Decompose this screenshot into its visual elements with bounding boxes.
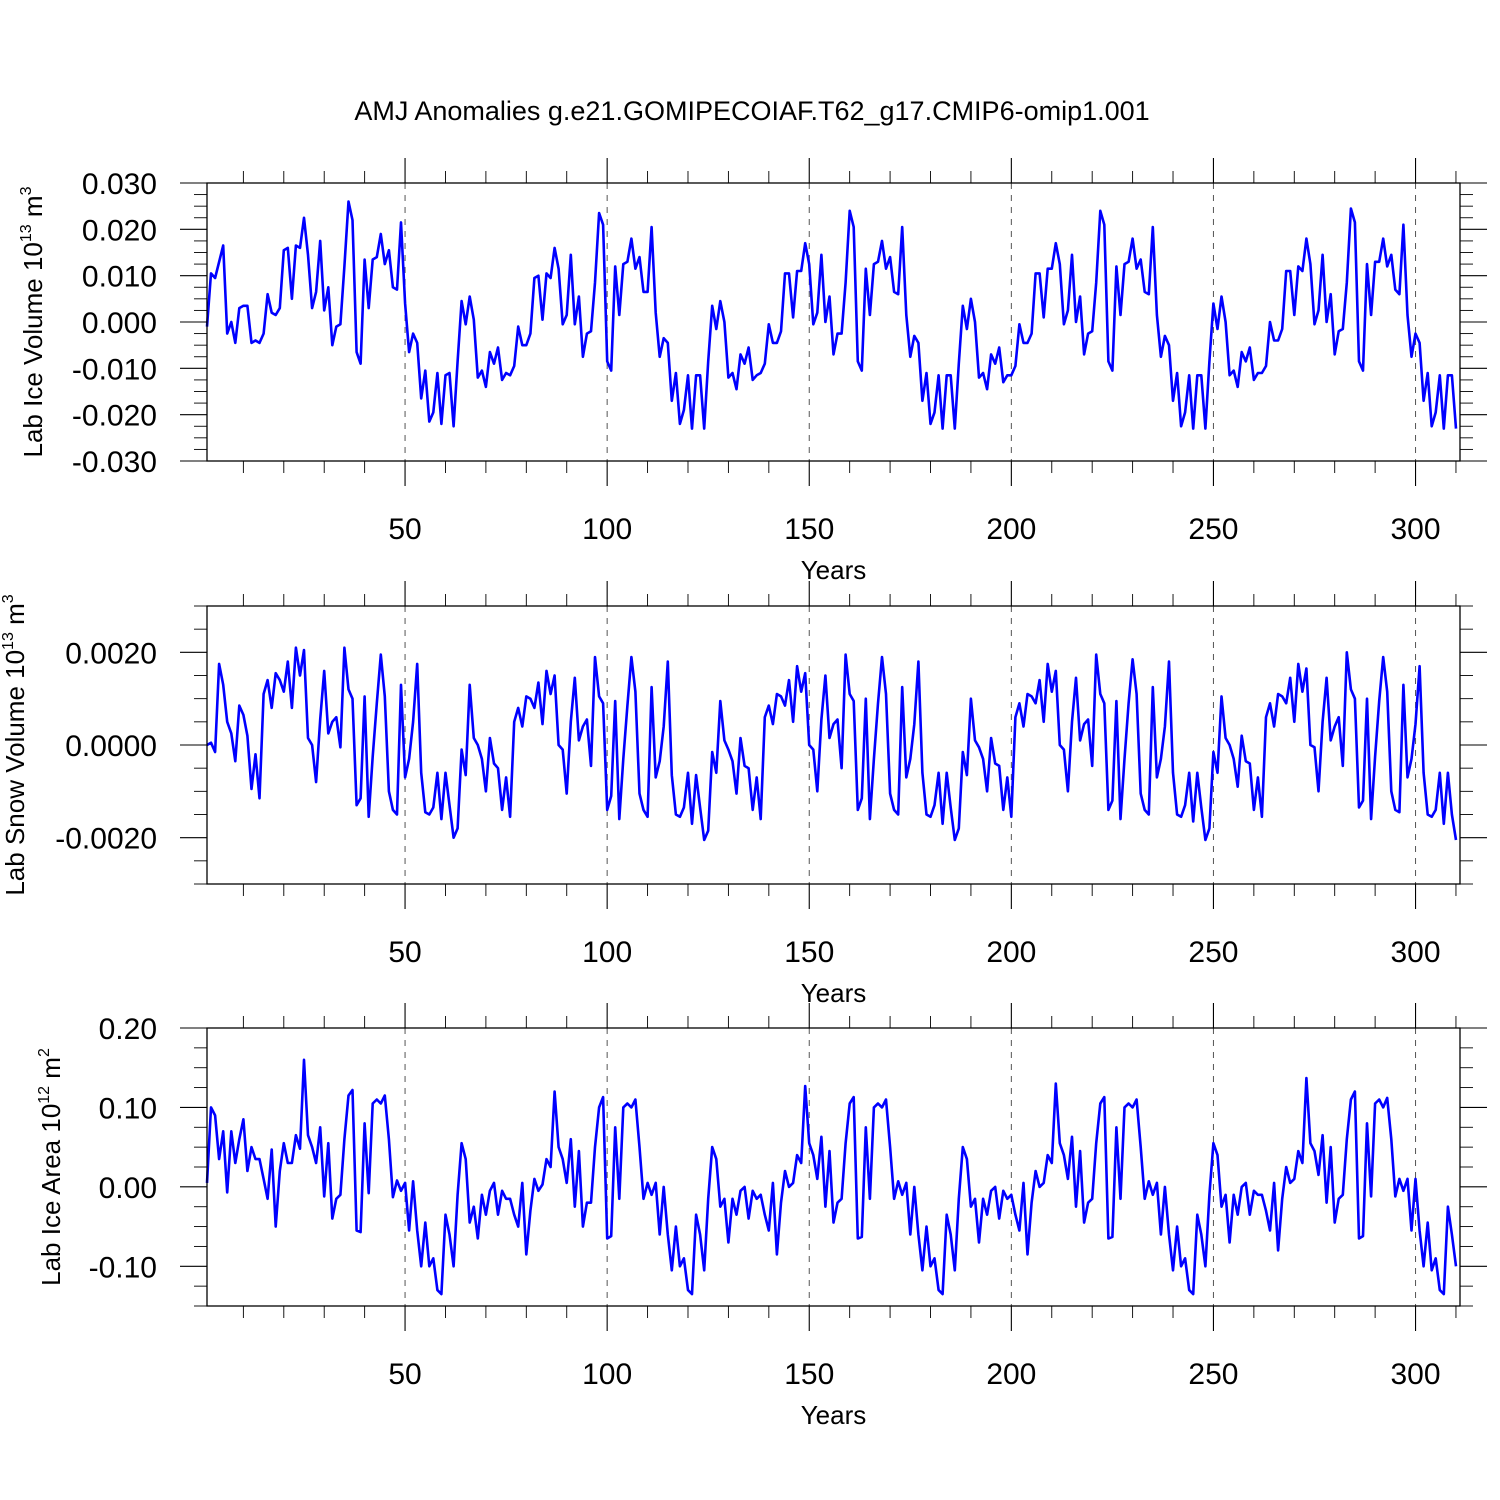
series-line [205,200,1458,430]
y-tick-label: -0.0020 [55,823,157,856]
x-tick-label: 200 [986,1358,1036,1391]
x-tick-label: 50 [388,513,421,546]
y-tick-label: -0.030 [72,446,157,479]
y-tick-label: 0.010 [82,261,157,294]
y-tick-label: -0.010 [72,353,157,386]
x-tick-label: 100 [582,513,632,546]
x-axis-label: Years [801,1400,867,1430]
y-tick-label: 0.0000 [65,730,157,763]
x-tick-label: 300 [1391,513,1441,546]
x-tick-label: 150 [784,1358,834,1391]
x-tick-label: 150 [784,936,834,969]
x-axis-label: Years [801,978,867,1008]
x-tick-label: 250 [1188,936,1238,969]
chart-title: AMJ Anomalies g.e21.GOMIPECOIAF.T62_g17.… [354,96,1149,126]
y-axis-label: Lab Snow Volume 1013 m3 [0,594,30,895]
y-tick-label: 0.10 [99,1092,157,1125]
y-tick-label: 0.0020 [65,637,157,670]
plot-frame [206,1027,1461,1307]
x-axis-label: Years [801,555,867,585]
y-axis-label: Lab Ice Area 1012 m2 [36,1048,66,1286]
x-tick-label: 100 [582,936,632,969]
plot-frame [206,605,1461,885]
x-tick-label: 50 [388,1358,421,1391]
panel-1: 50 100 150 200 250 300 -0.030 -0.020 -0.010 0.000… [18,158,1487,585]
x-tick-label: 250 [1188,1358,1238,1391]
x-tick-label: 300 [1391,936,1441,969]
series-line [205,1058,1458,1296]
plot-frame [206,182,1461,462]
panel-3: 50 100 150 200 250 300 -0.10 0.00 0.10 0.20 Years L… [36,1003,1487,1430]
panel-2: 50 100 150 200 250 300 -0.0020 0.0000 0.0020 Year… [0,581,1487,1008]
series-line [206,646,1458,842]
y-tick-label: -0.10 [89,1251,157,1284]
y-tick-label: 0.00 [99,1172,157,1205]
y-tick-label: 0.20 [99,1013,157,1046]
x-tick-label: 100 [582,1358,632,1391]
x-tick-label: 200 [986,936,1036,969]
y-tick-label: -0.020 [72,400,157,433]
x-tick-label: 200 [986,513,1036,546]
y-axis-label: Lab Ice Volume 1013 m3 [18,186,48,457]
y-tick-label: 0.020 [82,214,157,247]
y-tick-label: 0.030 [82,168,157,201]
x-tick-label: 50 [388,936,421,969]
x-tick-label: 150 [784,513,834,546]
y-tick-label: 0.000 [82,307,157,340]
x-tick-label: 300 [1391,1358,1441,1391]
x-tick-label: 250 [1188,513,1238,546]
panels: 50 100 150 200 250 300-0.030-0.020-0.0100.000… [0,158,1487,1430]
